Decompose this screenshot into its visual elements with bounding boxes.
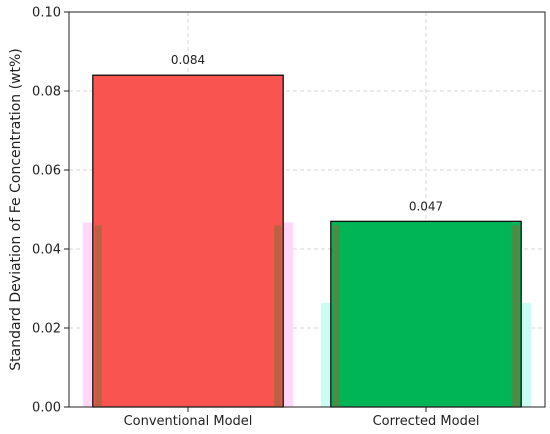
y-tick-label: 0.06 [32,164,61,179]
y-tick-label: 0.02 [32,322,61,337]
bar-edge-shade-left [332,225,340,407]
plot-frame [68,11,546,408]
bar [92,74,284,408]
bar [330,220,522,408]
y-tick-label: 0.10 [32,6,61,21]
x-tick-label: Conventional Model [124,414,253,429]
x-tick-label: Corrected Model [373,414,480,429]
data-label: 0.084 [171,53,205,67]
axes [64,11,546,412]
bar-edge-shade-right [512,225,520,407]
y-axis-label: Standard Deviation of Fe Concentration (… [8,48,24,371]
y-tick-label: 0.08 [32,85,61,100]
bars [82,74,532,408]
data-label: 0.047 [409,199,443,213]
bar-edge-shade-right [274,225,282,407]
bar-edge-shade-left [94,225,102,407]
y-tick-label: 0.04 [32,243,61,258]
y-tick-label: 0.00 [32,401,61,416]
labels: 0.084 Conventional Model 0.047 Corrected Mo… [32,6,479,430]
